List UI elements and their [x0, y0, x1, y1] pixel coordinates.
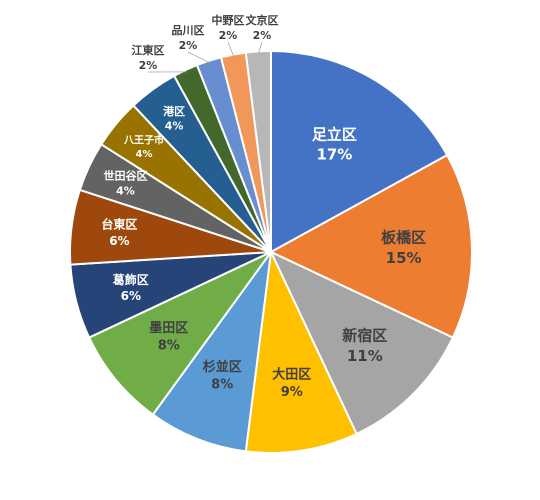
slice-label-name-4: 大田区: [272, 367, 311, 383]
slice-label-name-11: 港区: [163, 104, 185, 118]
slice-2: [268, 153, 473, 339]
slice-1: [270, 49, 449, 254]
pie-slices: [69, 49, 473, 454]
slice-label-name-2: 板橋区: [381, 229, 426, 247]
slice-label-percent-8: 6%: [109, 234, 129, 248]
slice-label-name-13: 品川区: [172, 24, 205, 37]
slice-4: [244, 248, 358, 454]
slice-label-name-6: 墨田区: [149, 321, 188, 336]
slice-5: [151, 251, 272, 453]
slice-label-percent-13: 2%: [179, 39, 198, 52]
slice-label-percent-6: 8%: [158, 339, 180, 354]
slice-label-name-3: 新宿区: [342, 327, 387, 345]
slice-label-name-7: 葛飾区: [112, 272, 149, 287]
slice-label-percent-2: 15%: [386, 249, 422, 267]
slice-label-percent-7: 6%: [121, 289, 141, 303]
slice-label-name-10: 八王子市: [123, 133, 164, 146]
slice-label-name-5: 杉並区: [203, 359, 242, 375]
slice-15: [244, 49, 272, 253]
leader-line-15: [258, 41, 263, 54]
slice-3: [268, 249, 455, 436]
slice-label-percent-3: 11%: [347, 347, 383, 365]
slice-label-name-1: 足立区: [312, 126, 357, 144]
leader-line-14: [227, 41, 235, 57]
slice-label-percent-9: 4%: [116, 185, 135, 198]
slice-6: [87, 251, 272, 417]
leader-lines: [147, 41, 263, 73]
slice-label-percent-10: 4%: [136, 149, 153, 160]
slice-label-name-12: 江東区: [132, 43, 165, 57]
slice-label-name-15: 文京区: [246, 13, 279, 27]
slice-label-percent-12: 2%: [139, 59, 158, 72]
slice-label-percent-4: 9%: [281, 385, 303, 400]
slice-label-name-14: 中野区: [212, 13, 245, 27]
leader-line-13: [187, 51, 210, 64]
slice-label-percent-1: 17%: [316, 146, 352, 164]
slice-label-percent-15: 2%: [253, 29, 272, 42]
slice-label-percent-11: 4%: [165, 120, 184, 133]
slice-label-name-9: 世田谷区: [104, 169, 148, 183]
data-labels: 足立区 17% 板橋区 15% 新宿区 11% 大田区 9% 杉並区 8% 墨田区 8% 葛飾区 6% 台東…: [101, 13, 426, 400]
slice-label-name-8: 台東区: [101, 217, 137, 232]
slice-label-percent-14: 2%: [219, 29, 238, 42]
slice-label-percent-5: 8%: [211, 377, 233, 392]
